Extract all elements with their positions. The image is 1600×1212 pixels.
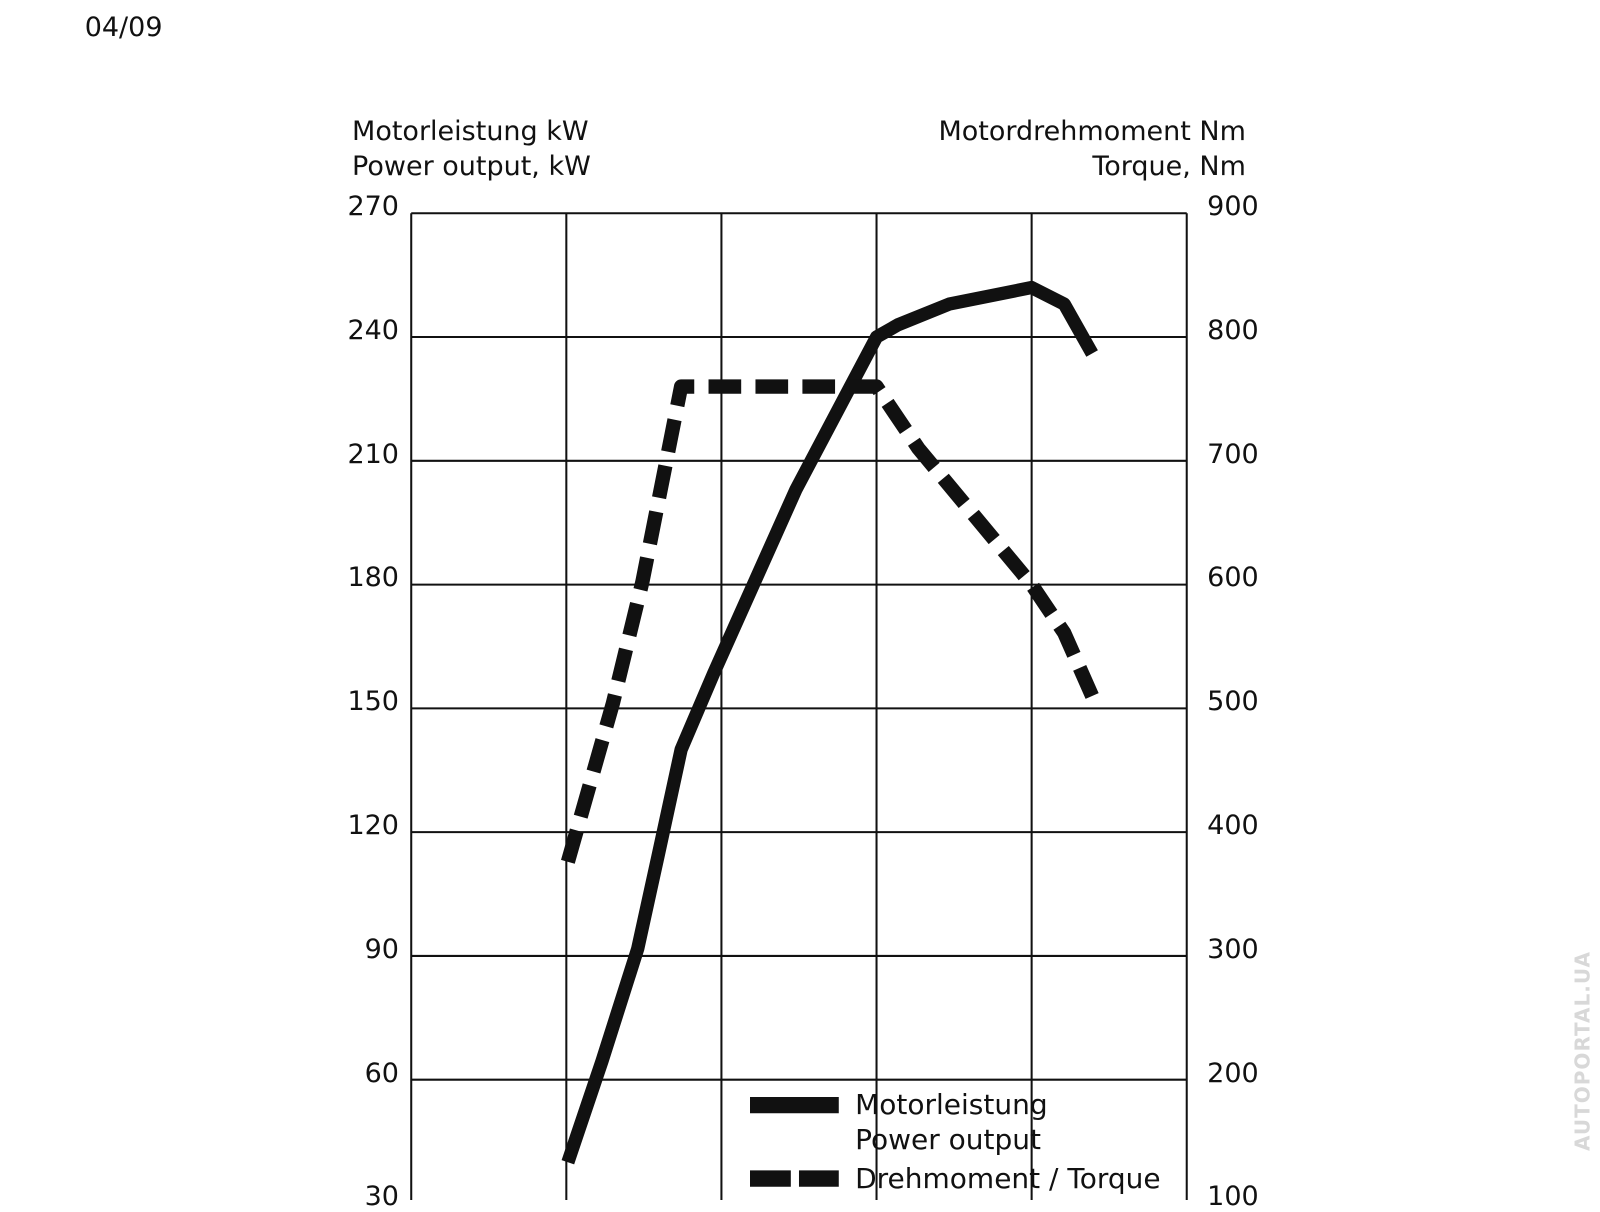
line-series	[561, 280, 1098, 1165]
y2-tick-label: 500	[1207, 686, 1259, 718]
y2-tick-label: 700	[1207, 438, 1259, 470]
y2-tick-label: 600	[1207, 562, 1259, 594]
y2-axis-title: Motordrehmoment Nm Torque, Nm	[938, 116, 1246, 183]
y2-tick-label: 900	[1207, 191, 1259, 223]
y-tick-label: 240	[347, 314, 399, 346]
y-tick-label: 90	[364, 933, 399, 965]
y2-tick-label: 300	[1207, 933, 1259, 965]
y-tick-label: 60	[364, 1057, 399, 1089]
y2-tick-label: 800	[1207, 314, 1259, 346]
y-tick-label: 270	[347, 191, 399, 223]
y-tick-label: 30	[364, 1181, 399, 1212]
y-tick-label: 150	[347, 686, 399, 718]
y-tick-label: 180	[347, 562, 399, 594]
y-axis-title: Motorleistung kW Power output, kW	[352, 116, 591, 183]
y2-tick-label: 400	[1207, 810, 1259, 842]
y-tick-label: 210	[347, 438, 399, 470]
legend-label: Drehmoment / Torque	[855, 1161, 1161, 1195]
y-tick-label: 120	[347, 810, 399, 842]
watermark: AUTOPORTAL.UA	[1570, 951, 1595, 1151]
page-label: 04/09	[84, 12, 163, 44]
y2-tick-label: 200	[1207, 1057, 1259, 1089]
y2-tick-label: 100	[1207, 1181, 1259, 1212]
legend-label: Motorleistung Power output	[855, 1088, 1048, 1157]
line-series	[561, 379, 1099, 864]
